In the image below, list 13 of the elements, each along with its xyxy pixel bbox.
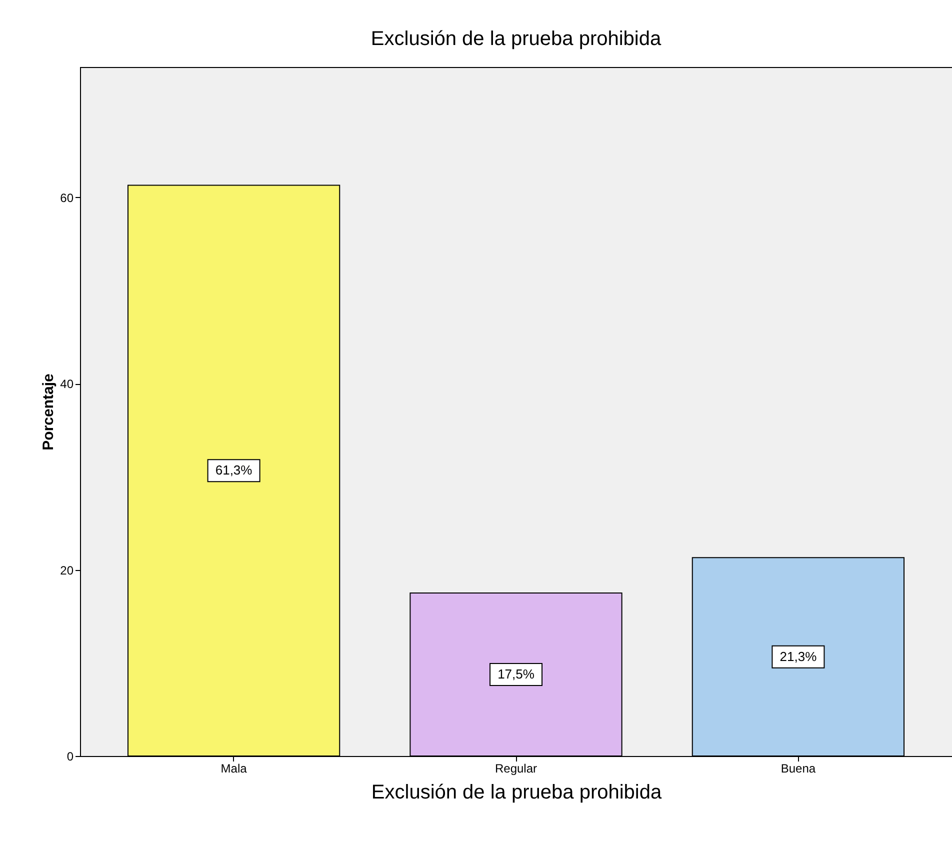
y-tick-label: 20	[60, 563, 74, 578]
y-tick-label: 0	[66, 750, 74, 764]
x-tick-label: Mala	[220, 762, 248, 776]
y-axis-title: Porcentaje	[40, 374, 58, 450]
x-axis-title: Exclusión de la prueba prohibida	[371, 782, 662, 804]
x-tick-label: Buena	[780, 762, 816, 776]
y-tick-label: 40	[60, 377, 74, 392]
data-label: 61,3%	[215, 462, 253, 478]
x-tick-label: Regular	[494, 762, 538, 776]
y-tick-label: 60	[60, 190, 74, 205]
chart-title: Exclusión de la prueba prohibida	[370, 28, 662, 50]
data-label: 21,3%	[780, 648, 818, 664]
data-label: 17,5%	[498, 666, 535, 682]
